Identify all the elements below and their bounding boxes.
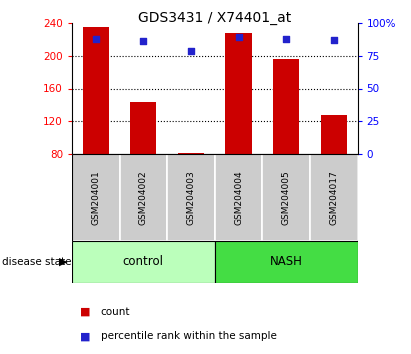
Point: [140, 39, 147, 44]
Text: GSM204002: GSM204002: [139, 170, 148, 225]
Text: GSM204005: GSM204005: [282, 170, 291, 225]
Text: ▶: ▶: [59, 257, 68, 267]
Point: [188, 48, 194, 53]
Bar: [310, 154, 358, 241]
Bar: [167, 154, 215, 241]
Bar: [120, 154, 167, 241]
Bar: [273, 59, 299, 154]
Text: ■: ■: [80, 331, 91, 341]
Bar: [262, 154, 310, 241]
Bar: [321, 115, 347, 154]
Text: ■: ■: [80, 307, 91, 316]
Text: percentile rank within the sample: percentile rank within the sample: [101, 331, 277, 341]
Bar: [215, 154, 262, 241]
Text: NASH: NASH: [270, 256, 302, 268]
Point: [92, 36, 99, 41]
Bar: [83, 27, 109, 154]
Bar: [130, 102, 157, 154]
Bar: [215, 241, 358, 283]
Bar: [72, 241, 215, 283]
Text: GDS3431 / X74401_at: GDS3431 / X74401_at: [138, 11, 291, 25]
Point: [283, 36, 289, 41]
Text: GSM204003: GSM204003: [187, 170, 196, 225]
Text: GSM204001: GSM204001: [91, 170, 100, 225]
Text: control: control: [123, 256, 164, 268]
Text: disease state: disease state: [2, 257, 72, 267]
Text: count: count: [101, 307, 130, 316]
Point: [330, 37, 337, 43]
Text: GSM204017: GSM204017: [329, 170, 338, 225]
Point: [235, 35, 242, 40]
Text: GSM204004: GSM204004: [234, 170, 243, 225]
Bar: [226, 33, 252, 154]
Bar: [72, 154, 120, 241]
Bar: [178, 153, 204, 154]
